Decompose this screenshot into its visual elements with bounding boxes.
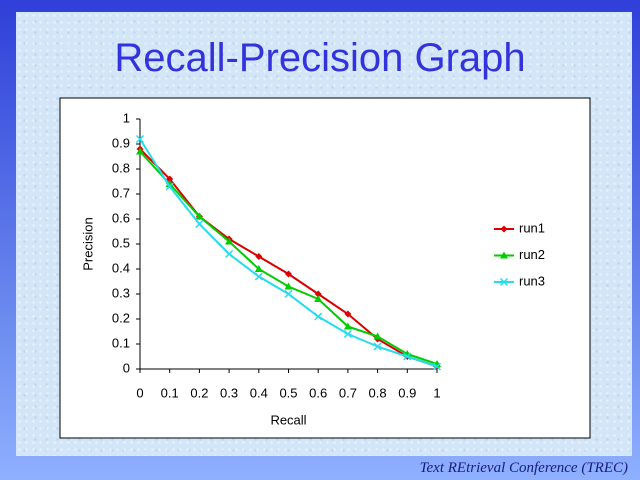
y-tick-label: 0.9 — [112, 135, 130, 150]
chart-area — [59, 97, 591, 439]
data-point — [373, 332, 382, 340]
x-tick-label: 0.4 — [250, 385, 268, 400]
x-tick-label: 1 — [433, 385, 440, 400]
x-tick-label: 0.5 — [279, 385, 297, 400]
x-tick-label: 0 — [136, 385, 143, 400]
legend-marker — [499, 277, 509, 287]
x-tick-label: 0.7 — [339, 385, 357, 400]
x-tick-label: 0.6 — [309, 385, 327, 400]
data-point — [254, 272, 263, 281]
data-point — [165, 182, 174, 191]
slide-title: Recall-Precision Graph — [114, 36, 526, 80]
legend-marker — [500, 251, 508, 259]
data-point — [403, 352, 412, 361]
y-axis-label: Precision — [80, 217, 95, 270]
y-tick-label: 0.6 — [112, 210, 130, 225]
data-point — [343, 322, 352, 330]
y-tick-label: 0.4 — [112, 260, 130, 275]
y-tick-label: 0.8 — [112, 160, 130, 175]
legend-marker — [500, 225, 508, 233]
legend-label: run3 — [519, 273, 545, 288]
data-point — [225, 249, 234, 259]
data-point — [284, 282, 293, 290]
data-point — [225, 237, 234, 245]
footer: Text REtrieval Conference (TREC) — [419, 460, 628, 476]
y-tick-label: 0 — [123, 360, 130, 375]
data-point — [284, 289, 293, 299]
data-point — [195, 212, 204, 220]
x-tick-label: 0.2 — [190, 385, 208, 400]
legend-label: run1 — [519, 220, 545, 235]
data-point — [195, 219, 204, 229]
x-tick-label: 0.3 — [220, 385, 238, 400]
x-axis-label: Recall — [270, 412, 306, 427]
x-tick-label: 0.8 — [369, 385, 387, 400]
data-point — [254, 265, 263, 272]
y-tick-label: 0.5 — [112, 235, 130, 250]
data-point — [344, 310, 352, 318]
data-point — [135, 134, 145, 144]
data-point — [314, 290, 322, 298]
x-tick-label: 0.1 — [161, 385, 179, 400]
legend-label: run2 — [519, 247, 545, 262]
data-point — [373, 342, 382, 351]
data-point — [343, 329, 352, 339]
data-point — [255, 253, 263, 260]
y-tick-label: 0.7 — [112, 185, 130, 200]
x-tick-label: 0.9 — [398, 385, 416, 400]
data-point — [314, 312, 323, 321]
y-tick-label: 1 — [123, 110, 130, 125]
data-point — [285, 270, 292, 278]
data-point — [432, 362, 442, 371]
y-tick-label: 0.2 — [112, 310, 130, 325]
data-point — [314, 295, 323, 302]
y-tick-label: 0.3 — [112, 285, 130, 300]
y-tick-label: 0.1 — [112, 335, 130, 350]
data-point — [136, 147, 144, 155]
